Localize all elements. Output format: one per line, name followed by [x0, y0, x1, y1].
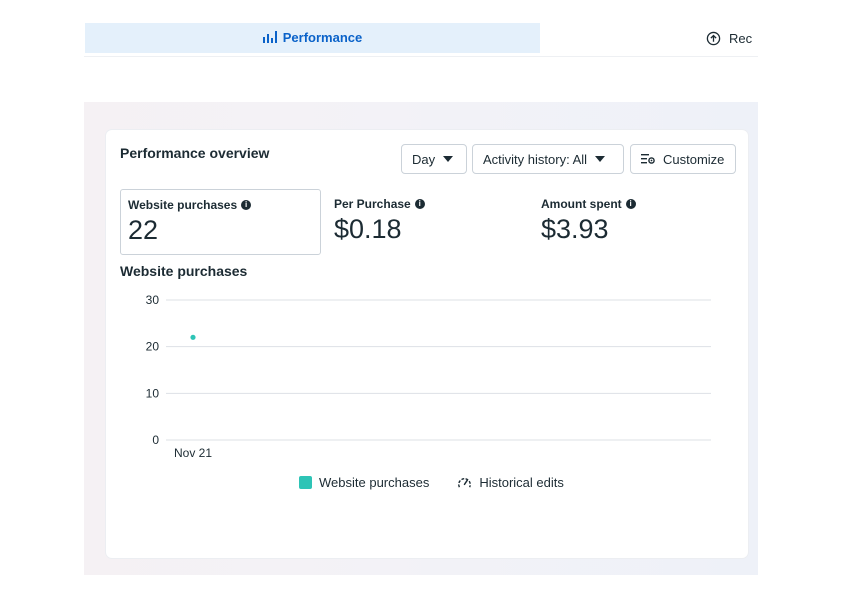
metric-website-purchases[interactable]: Website purchases i 22	[120, 189, 321, 255]
customize-button[interactable]: Customize	[630, 144, 736, 174]
customize-label: Customize	[663, 151, 725, 167]
day-dropdown[interactable]: Day	[401, 144, 467, 174]
metric-value: $0.18	[334, 214, 402, 244]
metric-label-row: Website purchases i	[128, 198, 313, 212]
metric-value: 22	[128, 215, 159, 245]
y-tick-label: 20	[146, 340, 160, 354]
card-title: Performance overview	[120, 145, 270, 161]
arrow-up-circle-icon	[706, 31, 721, 45]
legend-item-website-purchases[interactable]: Website purchases	[299, 475, 429, 490]
legend-swatch	[299, 476, 312, 489]
app-frame: Performance Rec Performance overview Day…	[84, 20, 758, 575]
purchases-chart: 0 10 20 30 Nov 21	[146, 293, 711, 460]
legend-item-historical-edits[interactable]: Historical edits	[457, 475, 564, 490]
tab-performance-label: Performance	[282, 29, 363, 45]
activity-history-dropdown[interactable]: Activity history: All	[472, 144, 624, 174]
metric-label-row: Amount spent i	[541, 197, 727, 211]
metric-label: Per Purchase	[334, 197, 411, 211]
y-tick-label: 10	[146, 386, 160, 400]
caret-down-icon	[443, 156, 454, 162]
tab-performance[interactable]: Performance	[85, 23, 540, 53]
y-tick-label: 0	[152, 433, 159, 447]
performance-overview-card: Performance overview Day Activity histor…	[106, 130, 748, 558]
info-icon[interactable]: i	[414, 199, 425, 209]
metric-label: Website purchases	[128, 198, 238, 212]
metric-label-row: Per Purchase i	[334, 197, 520, 211]
gauge-icon	[458, 478, 472, 488]
chart-title: Website purchases	[120, 263, 248, 279]
tab-recommendations[interactable]: Rec	[706, 23, 752, 53]
metric-per-purchase[interactable]: Per Purchase i $0.18	[327, 189, 527, 255]
day-dropdown-label: Day	[412, 151, 436, 167]
customize-columns-icon	[641, 154, 655, 164]
metric-value: $3.93	[541, 214, 609, 244]
x-tick-label: Nov 21	[174, 446, 212, 460]
metric-amount-spent[interactable]: Amount spent i $3.93	[534, 189, 734, 255]
caret-down-icon	[595, 156, 606, 162]
metric-label: Amount spent	[541, 197, 622, 211]
info-icon[interactable]: i	[241, 200, 252, 210]
tab-recommendations-label: Rec	[729, 30, 753, 46]
data-point	[190, 334, 196, 340]
legend-label: Historical edits	[479, 475, 564, 490]
info-icon[interactable]: i	[625, 199, 636, 209]
legend-label: Website purchases	[319, 475, 430, 490]
y-tick-label: 30	[146, 293, 160, 307]
activity-history-label: Activity history: All	[483, 151, 588, 167]
tab-bar: Performance Rec	[84, 20, 758, 57]
bar-chart-icon	[262, 31, 277, 43]
chart-legend: Website purchases Historical edits	[299, 475, 564, 490]
